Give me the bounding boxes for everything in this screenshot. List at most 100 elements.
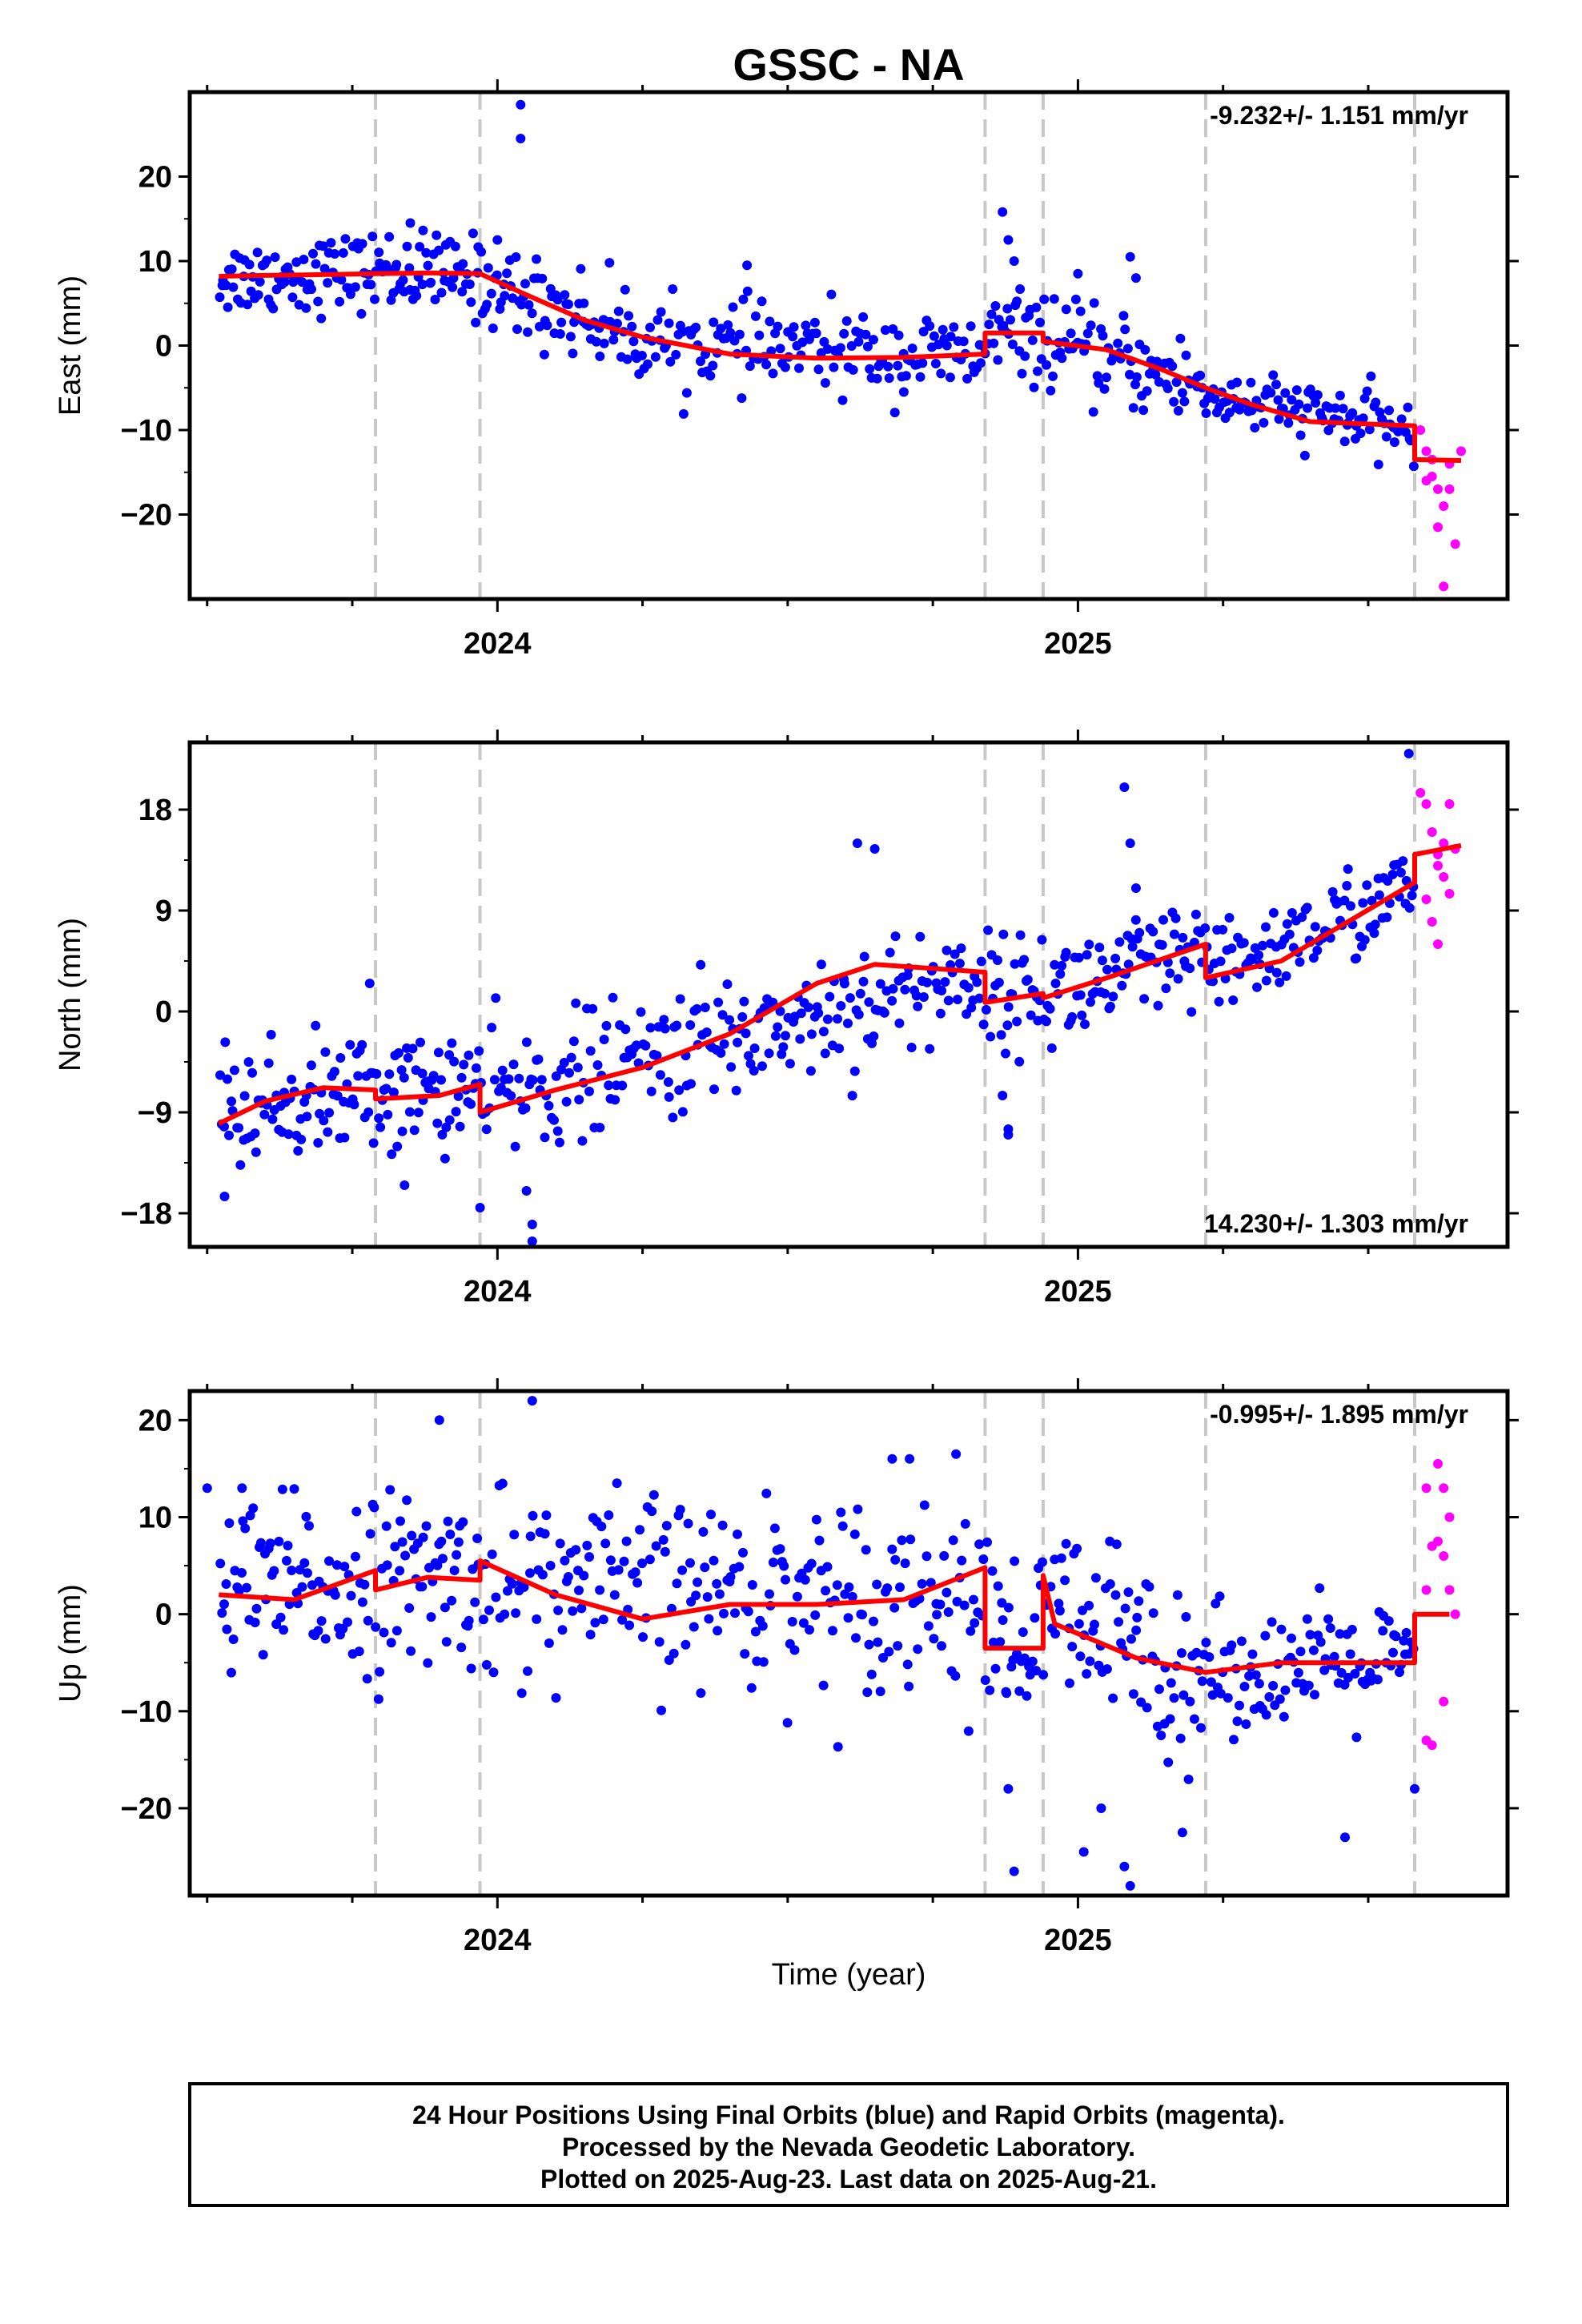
up-final-point-500: [1254, 1679, 1264, 1689]
east-final-point-316: [868, 335, 878, 345]
east-final-point-539: [1335, 390, 1345, 400]
north-final-point-380: [1010, 959, 1020, 969]
north-final-point-404: [1057, 960, 1067, 971]
up-final-point-377: [1003, 1602, 1014, 1613]
east-final-point-295: [820, 378, 830, 388]
east-rapid-point-4: [1439, 501, 1449, 511]
north-final-point-122: [451, 1107, 461, 1117]
east-final-point-246: [709, 317, 719, 328]
up-final-point-164: [540, 1529, 550, 1539]
up-final-point-141: [488, 1667, 499, 1678]
up-final-point-497: [1247, 1649, 1258, 1659]
up-final-point-192: [600, 1538, 611, 1549]
east-final-point-209: [627, 321, 637, 332]
up-final-point-242: [712, 1578, 722, 1589]
north-final-point-302: [843, 1018, 853, 1028]
east-final-point-267: [757, 296, 767, 307]
up-final-point-326: [895, 1582, 905, 1592]
up-final-point-77: [365, 1529, 375, 1539]
up-final-point-546: [1350, 1669, 1360, 1679]
north-final-point-185: [585, 1046, 596, 1056]
up-final-point-22: [258, 1650, 268, 1660]
east-final-point-418: [1086, 320, 1096, 331]
north-final-point-527: [1310, 922, 1320, 932]
up-final-point-67: [346, 1590, 356, 1601]
up-final-point-30: [274, 1536, 284, 1546]
east-final-point-24: [262, 255, 272, 266]
up-final-point-406: [1061, 1538, 1071, 1549]
east-final-point-321: [880, 325, 890, 336]
north-final-point-69: [349, 1100, 359, 1110]
east-final-point-194: [595, 352, 605, 361]
up-final-point-246: [719, 1608, 729, 1618]
north-final-point-290: [816, 959, 826, 970]
north-final-point-422: [1094, 943, 1105, 953]
north-final-point-582: [998, 1091, 1008, 1100]
north-final-point-170: [552, 1126, 563, 1136]
up-final-point-91: [391, 1626, 402, 1636]
east-final-point-575: [516, 99, 526, 110]
up-final-point-519: [1293, 1667, 1303, 1678]
north-final-point-373: [996, 1030, 1006, 1040]
up-xtick-label-1: 2025: [1044, 1924, 1112, 1957]
north-final-point-528: [1312, 945, 1323, 955]
east-final-points: [215, 99, 1419, 472]
up-final-point-442: [1134, 1596, 1144, 1606]
east-final-point-509: [1273, 395, 1283, 405]
east-final-point-330: [901, 371, 911, 381]
up-final-point-171: [555, 1538, 565, 1549]
up-final-point-334: [913, 1644, 923, 1655]
north-final-point-64: [339, 1132, 350, 1143]
north-rapid-points: [1415, 788, 1460, 949]
up-final-point-119: [445, 1530, 456, 1539]
east-final-point-351: [949, 322, 959, 332]
up-final-point-479: [1211, 1598, 1221, 1609]
up-final-point-362: [974, 1539, 985, 1550]
up-final-point-243: [713, 1626, 723, 1636]
north-final-point-166: [544, 1100, 554, 1111]
east-final-point-238: [691, 322, 701, 332]
up-final-point-12: [238, 1516, 248, 1526]
north-rapid-point-2: [1427, 827, 1437, 837]
east-final-point-226: [664, 318, 674, 328]
north-final-point-8: [229, 1065, 239, 1076]
up-final-point-93: [396, 1516, 405, 1526]
up-final-point-244: [714, 1589, 725, 1599]
east-final-point-510: [1274, 414, 1284, 424]
east-final-point-419: [1088, 407, 1098, 417]
up-final-point-389: [1027, 1656, 1038, 1667]
north-final-point-474: [1200, 923, 1211, 933]
east-final-point-565: [1389, 437, 1399, 448]
north-final-point-161: [533, 1054, 544, 1064]
east-final-point-141: [488, 324, 498, 333]
east-final-point-479: [1210, 394, 1220, 404]
east-final-point-472: [1195, 370, 1206, 380]
north-final-point-174: [561, 1096, 572, 1107]
up-final-point-32: [277, 1484, 287, 1494]
up-final-point-35: [283, 1541, 293, 1550]
up-final-point-1: [217, 1608, 227, 1618]
east-final-point-252: [723, 320, 733, 330]
east-final-point-234: [681, 388, 692, 398]
east-final-point-338: [918, 327, 929, 337]
up-final-point-263: [757, 1621, 768, 1631]
up-final-point-197: [612, 1478, 622, 1489]
up-final-point-510: [1275, 1694, 1285, 1704]
up-final-point-182: [579, 1570, 589, 1581]
north-final-point-195: [608, 992, 618, 1003]
north-final-point-403: [1055, 969, 1066, 979]
north-final-point-396: [1042, 1016, 1051, 1027]
up-final-point-273: [779, 1561, 789, 1571]
north-final-point-201: [620, 1024, 631, 1035]
up-final-point-255: [740, 1649, 750, 1659]
up-final-point-360: [970, 1618, 980, 1628]
east-final-point-240: [696, 356, 705, 367]
east-final-point-554: [1366, 371, 1376, 381]
north-rapid-point-12: [1433, 861, 1443, 870]
up-final-point-229: [683, 1518, 693, 1529]
north-rapid-point-1: [1421, 799, 1431, 809]
up-ytick-label-2: 0: [155, 1598, 172, 1632]
up-final-point-235: [696, 1688, 706, 1699]
up-final-point-297: [832, 1580, 842, 1590]
east-rapid-point-9: [1456, 446, 1466, 456]
